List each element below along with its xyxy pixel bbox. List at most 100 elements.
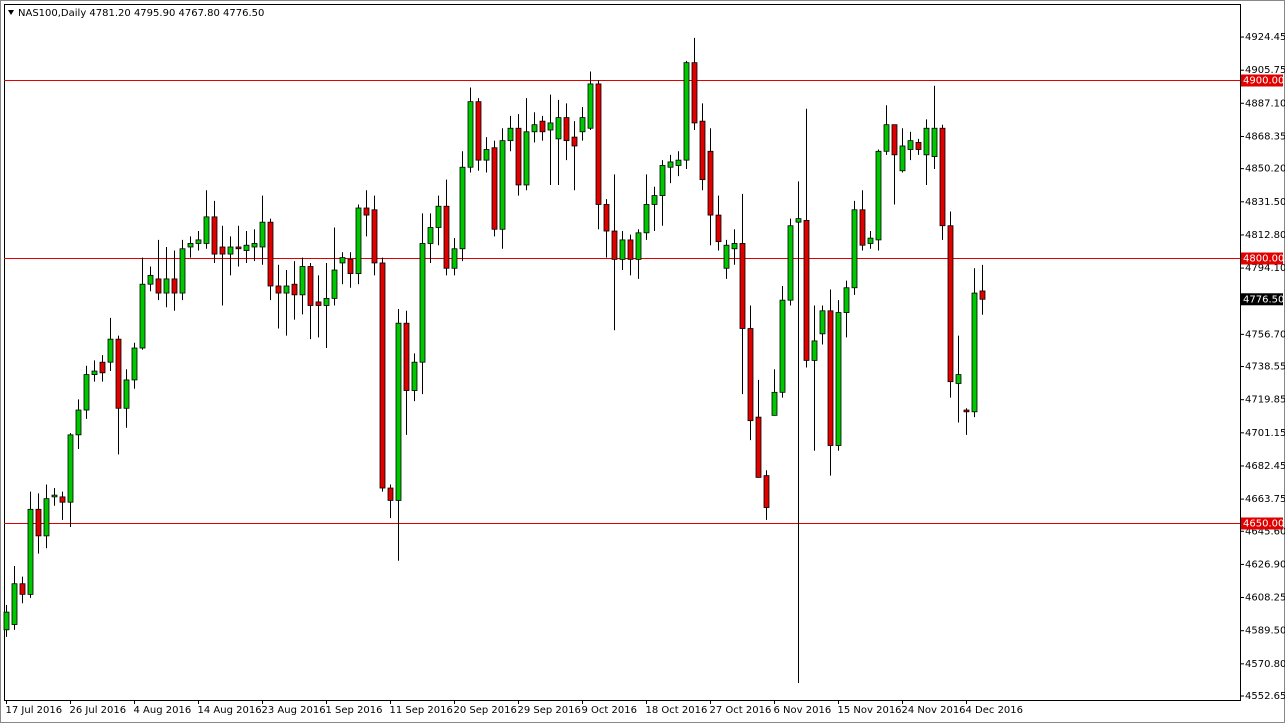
candle-body bbox=[627, 239, 634, 260]
y-tick-label: 4850.20 bbox=[1245, 164, 1285, 175]
candle-body bbox=[403, 322, 410, 391]
candle-body bbox=[787, 225, 794, 301]
chart-title: NAS100,Daily 4781.20 4795.90 4767.80 477… bbox=[18, 8, 264, 19]
candle-body bbox=[315, 301, 322, 306]
candle-body bbox=[867, 237, 874, 244]
candle-body bbox=[83, 374, 90, 411]
candle-body bbox=[459, 166, 466, 250]
candle-body bbox=[531, 124, 538, 133]
plot-area bbox=[4, 4, 1241, 701]
candle-body bbox=[387, 487, 394, 501]
candle-body bbox=[139, 283, 146, 349]
y-tick-label: 4887.10 bbox=[1245, 98, 1285, 109]
level-label-box bbox=[1241, 74, 1283, 87]
candle-body bbox=[723, 244, 730, 269]
x-tick-label: 29 Sep 2016 bbox=[518, 705, 581, 716]
candle-body bbox=[827, 310, 834, 446]
candle-body bbox=[195, 239, 202, 244]
x-tick-label: 27 Oct 2016 bbox=[710, 705, 772, 716]
candle-body bbox=[643, 204, 650, 234]
candle-body bbox=[203, 216, 210, 244]
candle-body bbox=[763, 475, 770, 508]
candle-body bbox=[235, 246, 242, 250]
candle-body bbox=[603, 204, 610, 232]
y-tick-label: 4756.70 bbox=[1245, 329, 1285, 340]
candle-body bbox=[571, 136, 578, 147]
candle-body bbox=[715, 214, 722, 243]
candle-body bbox=[659, 165, 666, 196]
candle-body bbox=[171, 278, 178, 294]
candle-body bbox=[227, 246, 234, 255]
current-price-box bbox=[1241, 293, 1283, 306]
candle-body bbox=[51, 494, 58, 498]
candle-body bbox=[443, 205, 450, 269]
candle-body bbox=[587, 83, 594, 129]
candle-body bbox=[323, 297, 330, 306]
candle-body bbox=[43, 498, 50, 537]
candle-body bbox=[675, 159, 682, 166]
x-tick-label: 26 Jul 2016 bbox=[70, 705, 127, 716]
candle-body bbox=[635, 232, 642, 260]
x-tick-label: 14 Aug 2016 bbox=[198, 705, 262, 716]
candle-body bbox=[475, 101, 482, 161]
candle-body bbox=[779, 299, 786, 393]
candle-body bbox=[483, 149, 490, 161]
candle-body bbox=[563, 117, 570, 142]
candle-body bbox=[963, 409, 970, 413]
candle-body bbox=[467, 101, 474, 168]
candle-body bbox=[419, 243, 426, 363]
candle-body bbox=[939, 127, 946, 227]
candle-body bbox=[819, 310, 826, 335]
candle-body bbox=[499, 140, 506, 230]
candle-body bbox=[539, 120, 546, 133]
candle-body bbox=[451, 248, 458, 269]
candle-body bbox=[803, 220, 810, 361]
candle-body bbox=[147, 274, 154, 285]
x-tick-label: 4 Aug 2016 bbox=[134, 705, 192, 716]
level-label-box bbox=[1241, 252, 1283, 265]
candle-body bbox=[67, 434, 74, 503]
candle-body bbox=[691, 62, 698, 124]
candle-body bbox=[427, 227, 434, 244]
y-tick-label: 4608.25 bbox=[1245, 592, 1285, 603]
candle-body bbox=[747, 328, 754, 422]
candle-body bbox=[611, 230, 618, 260]
candle-body bbox=[523, 131, 530, 186]
candle-body bbox=[755, 416, 762, 478]
candle-body bbox=[979, 290, 986, 300]
x-tick-label: 4 Dec 2016 bbox=[966, 705, 1024, 716]
y-tick-label: 4682.45 bbox=[1245, 461, 1285, 472]
candle-body bbox=[131, 347, 138, 381]
candle-body bbox=[875, 150, 882, 241]
candle-body bbox=[347, 258, 354, 274]
level-label: 4800.00 bbox=[1243, 254, 1284, 265]
candle-body bbox=[595, 83, 602, 205]
candle-body bbox=[395, 322, 402, 501]
y-tick-label: 4552.65 bbox=[1245, 691, 1285, 702]
candle-body bbox=[515, 127, 522, 186]
candle-body bbox=[243, 244, 250, 251]
y-tick-label: 4701.15 bbox=[1245, 428, 1285, 439]
level-label: 4650.00 bbox=[1243, 519, 1284, 530]
candle-body bbox=[59, 496, 66, 503]
y-tick-label: 4831.50 bbox=[1245, 197, 1285, 208]
candle-body bbox=[899, 145, 906, 172]
y-tick-label: 4924.45 bbox=[1245, 32, 1285, 43]
candle-body bbox=[579, 117, 586, 133]
candle-body bbox=[907, 140, 914, 150]
candle-body bbox=[435, 205, 442, 228]
candle-body bbox=[283, 285, 290, 294]
candle-body bbox=[707, 150, 714, 216]
y-tick-label: 4868.35 bbox=[1245, 131, 1285, 142]
candle-body bbox=[19, 583, 26, 595]
candle-body bbox=[619, 239, 626, 260]
candle-body bbox=[11, 583, 18, 625]
y-tick-label: 4905.75 bbox=[1245, 65, 1285, 76]
x-tick-label: 20 Sep 2016 bbox=[454, 705, 517, 716]
candle-body bbox=[891, 124, 898, 156]
candle-body bbox=[27, 508, 34, 595]
candle-body bbox=[299, 266, 306, 296]
candle-body bbox=[931, 127, 938, 157]
